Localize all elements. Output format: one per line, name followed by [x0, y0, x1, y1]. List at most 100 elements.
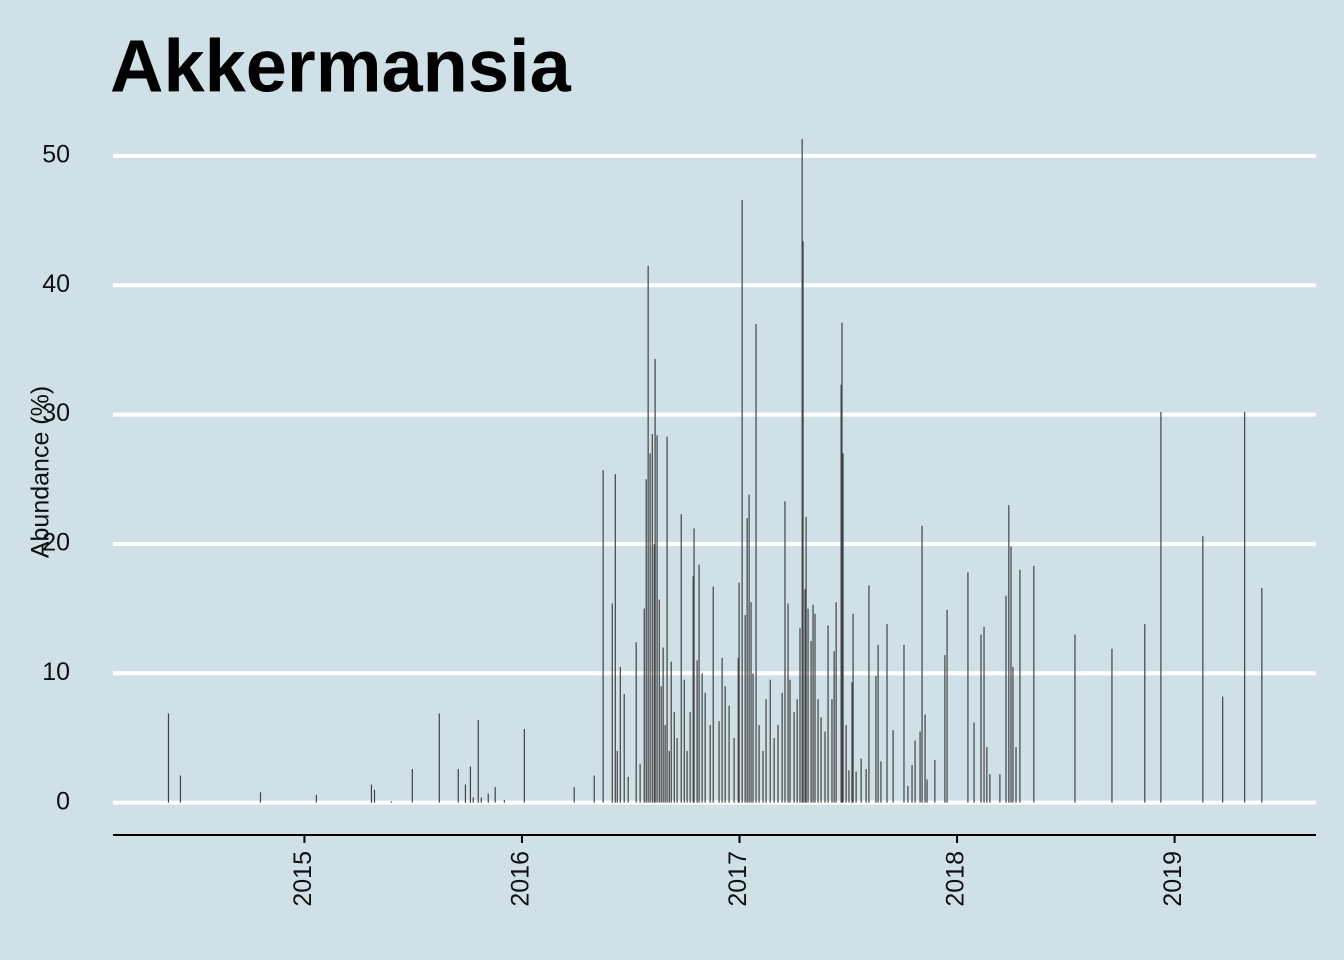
bar [709, 725, 711, 803]
bar [812, 604, 814, 803]
bar [848, 770, 850, 803]
bar [860, 758, 862, 803]
bar [1202, 536, 1204, 803]
bar [750, 602, 752, 803]
bar [701, 673, 703, 803]
bar [787, 603, 789, 803]
bar [472, 797, 474, 803]
bar [744, 615, 746, 803]
bar [911, 765, 913, 803]
bar [643, 608, 645, 803]
bar [799, 628, 801, 803]
bar [1033, 565, 1035, 803]
bar [649, 453, 651, 803]
bar [698, 564, 700, 803]
bar [789, 679, 791, 803]
y-tick-label: 30 [42, 399, 70, 427]
bar [670, 661, 672, 803]
bar [728, 705, 730, 803]
bar [683, 679, 685, 803]
bar [623, 694, 625, 803]
bar [769, 679, 771, 803]
bar [693, 528, 695, 803]
bar [804, 589, 806, 803]
bar [627, 776, 629, 803]
bar [680, 514, 682, 803]
y-axis-label: Abundance (%) [27, 386, 55, 558]
bar [1005, 595, 1007, 803]
bar [752, 673, 754, 803]
bar [469, 766, 472, 803]
bar [616, 750, 618, 803]
bar [1008, 505, 1010, 803]
bar [877, 644, 879, 803]
bar [924, 714, 926, 803]
bar [411, 769, 413, 803]
bar [973, 722, 975, 803]
bar [796, 699, 798, 803]
bar [666, 436, 668, 803]
bar [773, 737, 775, 803]
bar [370, 784, 373, 803]
bar [676, 737, 678, 803]
bar [673, 712, 675, 803]
bar [635, 642, 637, 803]
bar [1010, 546, 1012, 803]
bar [842, 453, 844, 803]
bar [737, 657, 739, 803]
y-tick-label: 20 [42, 529, 70, 557]
bar [593, 775, 595, 803]
bar [802, 241, 804, 803]
bar [611, 603, 613, 803]
bar [835, 602, 837, 803]
bar [989, 774, 991, 803]
bar [820, 717, 822, 803]
bar [868, 585, 870, 803]
bar [833, 651, 835, 803]
bar [1160, 412, 1162, 803]
bar [738, 582, 740, 803]
bar [1261, 587, 1263, 803]
bar [840, 384, 842, 803]
bar [758, 725, 760, 803]
bar [875, 675, 877, 803]
bar [831, 699, 833, 803]
bar [1074, 634, 1076, 803]
bar [390, 801, 393, 803]
y-tick-label: 10 [42, 658, 70, 686]
bar [503, 800, 505, 803]
bar [807, 608, 809, 803]
bar [614, 474, 616, 803]
bar [167, 713, 170, 803]
bar [845, 725, 847, 803]
bar [464, 784, 467, 803]
bar [480, 797, 482, 803]
bar [718, 721, 720, 803]
bar [865, 769, 867, 803]
y-tick-label: 0 [56, 787, 70, 815]
x-tick-label: 2016 [507, 851, 535, 907]
bar [741, 199, 743, 803]
bar [487, 793, 489, 803]
bar [373, 789, 376, 803]
bar [814, 613, 816, 803]
bar [457, 769, 459, 803]
bar [438, 713, 440, 803]
bar [824, 731, 826, 803]
bar [801, 139, 803, 803]
bar [573, 787, 575, 803]
bar [721, 657, 723, 803]
bar [1222, 696, 1224, 803]
bar [781, 692, 783, 803]
bar [967, 572, 969, 803]
bar [841, 322, 843, 803]
bar [664, 725, 666, 803]
bar [315, 794, 318, 803]
bar [660, 686, 662, 803]
y-tick-label: 40 [42, 270, 70, 298]
bar [926, 779, 928, 803]
x-tick-label: 2017 [724, 851, 752, 907]
bar [656, 435, 658, 803]
